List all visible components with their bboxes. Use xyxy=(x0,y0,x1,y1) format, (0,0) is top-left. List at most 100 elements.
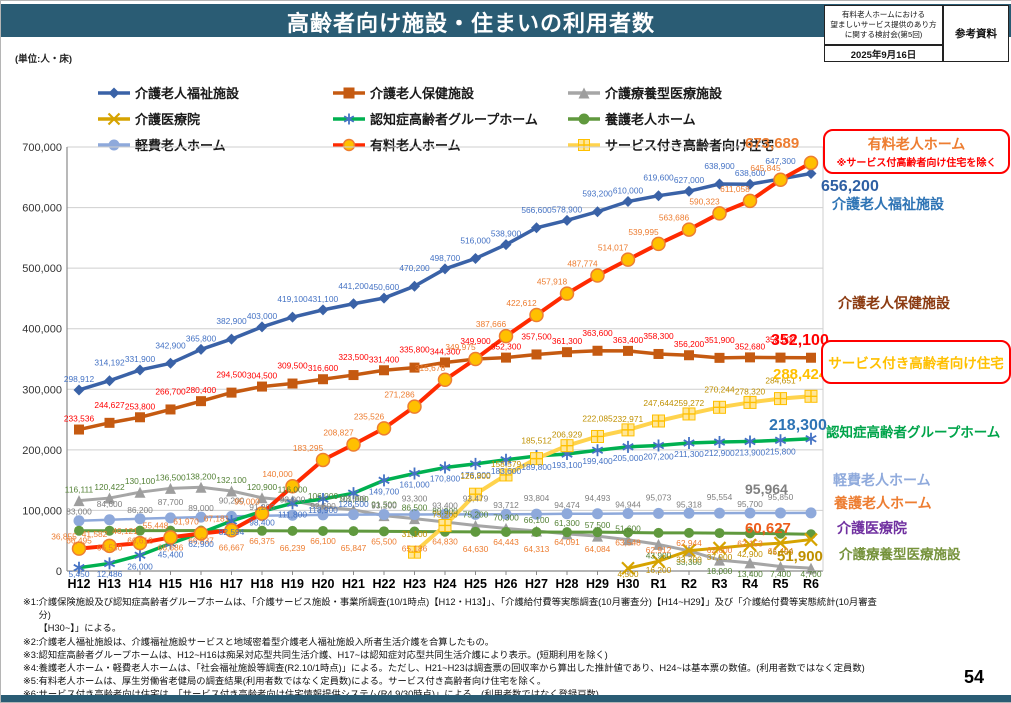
marker-plus-square xyxy=(713,401,726,414)
data-label: 349,975 xyxy=(445,342,476,352)
marker-circle xyxy=(559,286,575,301)
marker-circle xyxy=(348,509,359,521)
marker-circle xyxy=(104,525,115,536)
footnote: ※1:介護保険施設及び認知症高齢者グループホームは、「介護サービス施設・事業所調… xyxy=(23,597,877,634)
marker-circle xyxy=(498,328,514,344)
data-label: 46,100 xyxy=(768,547,794,557)
marker-circle xyxy=(74,525,84,536)
data-label: 64,091 xyxy=(554,537,580,547)
data-label: 120,422 xyxy=(94,482,125,492)
marker-circle xyxy=(712,206,727,221)
marker-diamond xyxy=(108,87,120,98)
marker-triangle xyxy=(578,87,590,98)
data-label: 266,700 xyxy=(155,386,186,396)
marker-triangle xyxy=(134,486,146,498)
marker-x xyxy=(621,561,635,576)
data-label: 62,900 xyxy=(188,539,214,549)
data-label: 95,318 xyxy=(676,499,702,509)
data-label: 42,900 xyxy=(737,549,763,559)
data-label: 128,500 xyxy=(338,499,369,509)
x-axis-tick-label: R3 xyxy=(712,577,728,591)
data-label: 90,200 xyxy=(219,495,245,505)
marker-circle xyxy=(562,527,572,538)
data-label: 351,900 xyxy=(704,335,735,345)
marker-x xyxy=(743,538,757,552)
data-label: 93,300 xyxy=(402,493,428,503)
data-label: 75,200 xyxy=(463,509,489,519)
data-label: 31,100 xyxy=(402,529,428,539)
marker-circle xyxy=(775,507,786,519)
data-label: 61,300 xyxy=(554,518,580,528)
y-axis-tick-label: 100,000 xyxy=(22,505,62,517)
data-label: 94,944 xyxy=(615,499,641,509)
data-label: 363,400 xyxy=(613,335,644,345)
data-label: 213,900 xyxy=(735,447,766,457)
legend-item: 介護医療院 xyxy=(96,109,200,128)
data-label: 349,900 xyxy=(460,336,491,346)
data-label: 232,971 xyxy=(613,414,644,424)
data-label: 95,073 xyxy=(646,492,672,502)
marker-square xyxy=(74,424,84,435)
x-axis-tick-label: R2 xyxy=(681,577,697,591)
marker-triangle xyxy=(73,495,85,507)
data-label: 638,900 xyxy=(704,161,735,171)
marker-circle xyxy=(439,508,451,520)
marker-circle xyxy=(254,506,270,521)
data-label: 516,000 xyxy=(460,235,491,245)
x-axis-tick-label: H27 xyxy=(525,577,548,591)
legend-item: 軽費老人ホーム xyxy=(96,135,226,154)
marker-triangle xyxy=(104,492,115,504)
marker-circle xyxy=(348,526,359,537)
data-label: 26,000 xyxy=(127,561,153,571)
marker-plus-square xyxy=(591,430,604,443)
marker-circle xyxy=(71,541,87,556)
data-label: 66,667 xyxy=(219,543,245,553)
footnote: ※5:有料老人ホームは、厚生労働省老健局の調査結果(利用者数ではなく定員数)によ… xyxy=(23,676,547,687)
data-label: 309,500 xyxy=(277,361,308,371)
marker-diamond xyxy=(226,333,237,345)
marker-circle xyxy=(257,525,267,536)
marker-circle xyxy=(775,528,786,539)
marker-plus-square xyxy=(561,439,573,452)
data-label: 222,085 xyxy=(582,413,613,423)
data-label: 170,800 xyxy=(430,474,461,484)
page-title: 高齢者向け施設・住まいの利用者数 xyxy=(286,11,655,36)
marker-circle xyxy=(193,526,209,541)
marker-square xyxy=(714,352,725,363)
data-label: 365,800 xyxy=(186,333,217,343)
data-label: 215,800 xyxy=(765,446,796,456)
data-label: 619,600 xyxy=(643,173,674,183)
marker-diamond xyxy=(622,196,634,208)
data-label: 638,600 xyxy=(735,168,766,178)
data-label: 95,850 xyxy=(768,492,794,502)
marker-circle xyxy=(409,508,420,520)
marker-asterisk xyxy=(744,435,756,448)
x-axis-tick-label: H14 xyxy=(129,577,152,591)
marker-circle xyxy=(681,222,697,237)
data-label: 66,612 xyxy=(127,536,153,546)
reference-meeting-box: 有料老人ホームにおける 望ましいサービス提供のあり方 に関する検討会(第5回) xyxy=(824,5,943,45)
marker-diamond xyxy=(805,168,817,180)
data-label: 89,000 xyxy=(188,503,214,513)
footnote: ※6:サービス付き高齢者向け住宅は、「サービス付き高齢者向け住宅情報提供システム… xyxy=(23,688,988,701)
series-end-value-label: 673,689 xyxy=(745,135,799,152)
marker-plus-square xyxy=(530,452,543,465)
y-axis-tick-label: 200,000 xyxy=(22,445,62,457)
data-label: 284,651 xyxy=(765,376,796,386)
marker-square xyxy=(165,404,176,415)
data-label: 140,000 xyxy=(262,469,293,479)
data-label: 419,100 xyxy=(277,294,308,304)
marker-circle xyxy=(104,514,115,526)
marker-plus-square xyxy=(622,423,634,436)
data-label: 66,100 xyxy=(524,515,550,525)
data-label: 12,486 xyxy=(97,569,123,579)
marker-triangle xyxy=(165,482,176,494)
series-end-value-label: 656,200 xyxy=(821,178,879,195)
data-label: 566,600 xyxy=(521,205,552,215)
marker-asterisk xyxy=(774,434,787,447)
data-label: 457,918 xyxy=(537,277,568,287)
x-axis-tick-label: H25 xyxy=(464,577,487,591)
marker-triangle xyxy=(805,562,817,574)
data-label: 82,594 xyxy=(219,527,245,537)
data-label: 33,300 xyxy=(676,557,702,567)
